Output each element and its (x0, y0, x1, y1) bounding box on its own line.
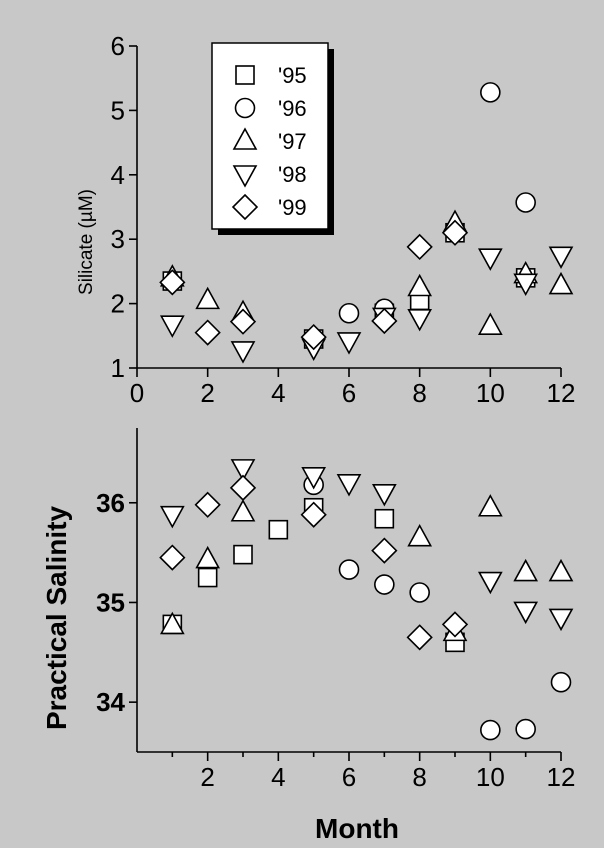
y-tick-label: 3 (111, 224, 125, 254)
x-tick-label: 4 (271, 378, 285, 408)
salinity-panel: 34 35 36 2 4 6 8 10 12 Practical Salinity Month (41, 428, 575, 844)
data-point-triangle-up (477, 312, 503, 335)
data-point-triangle-up (407, 524, 433, 547)
data-point-diamond (194, 319, 221, 346)
data-point-triangle-down (513, 273, 539, 297)
data-point-circle (374, 574, 395, 595)
y-tick-label: 1 (111, 353, 125, 383)
data-point-diamond (159, 544, 186, 571)
data-point-circle (515, 718, 536, 740)
data-point-diamond (300, 501, 327, 528)
data-point-circle (480, 719, 501, 741)
data-point-diamond (371, 307, 398, 335)
data-point-triangle-down (301, 467, 327, 490)
data-point-triangle-down (477, 571, 503, 595)
x-tick-label: 0 (130, 378, 144, 408)
y-tick-label: 34 (96, 687, 125, 717)
y-axis-label: Practical Salinity (41, 506, 72, 731)
x-tick-label: 4 (271, 762, 285, 792)
data-point-diamond (229, 474, 257, 501)
data-point-triangle-down (230, 341, 256, 364)
legend-marker-triangle-up (232, 127, 258, 150)
data-point-triangle-down (407, 308, 433, 332)
y-tick-label: 6 (111, 31, 125, 61)
legend-entry-label: '96 (278, 96, 307, 121)
data-point-triangle-down (371, 483, 397, 507)
data-point-triangle-down (230, 459, 256, 482)
data-point-square (268, 519, 289, 540)
x-tick-label: 6 (342, 762, 356, 792)
legend-marker-square (235, 65, 255, 85)
data-point-circle (515, 192, 536, 213)
legend-marker-diamond (231, 193, 259, 221)
data-point-diamond (159, 269, 186, 296)
data-point-square (197, 567, 218, 588)
data-point-diamond (441, 219, 469, 246)
data-point-circle (550, 671, 572, 693)
x-tick-label: 8 (412, 378, 426, 408)
data-point-triangle-down (513, 601, 539, 625)
data-point-diamond (406, 624, 433, 651)
data-point-triangle-up (230, 499, 256, 522)
data-point-triangle-up (195, 545, 221, 569)
data-point-triangle-down (548, 246, 574, 269)
data-point-triangle-down (477, 248, 503, 271)
legend-entry-label: '97 (278, 129, 307, 154)
data-point-diamond (371, 537, 398, 564)
data-point-circle (338, 302, 360, 324)
data-point-triangle-up (159, 611, 185, 635)
data-point-circle (409, 582, 430, 603)
data-point-diamond (229, 308, 257, 335)
legend-box (211, 42, 329, 230)
x-tick-label: 10 (476, 762, 505, 792)
data-point-triangle-down (159, 315, 185, 338)
x-tick-label: 10 (476, 378, 505, 408)
data-point-triangle-up (407, 273, 433, 297)
data-point-triangle-up (548, 271, 574, 295)
data-point-triangle-down (548, 608, 574, 632)
x-tick-label: 2 (200, 762, 214, 792)
x-tick-label: 8 (412, 762, 426, 792)
data-point-square (374, 508, 395, 529)
data-point-triangle-down (336, 474, 362, 497)
x-tick-label: 12 (547, 762, 576, 792)
data-point-triangle-down (336, 332, 362, 355)
y-tick-label: 5 (111, 95, 125, 125)
x-tick-label: 2 (200, 378, 214, 408)
data-point-square (233, 544, 253, 565)
y-tick-label: 4 (111, 160, 125, 190)
data-point-triangle-up (548, 558, 574, 582)
legend-entry-label: '99 (278, 195, 307, 220)
legend-entry-label: '95 (278, 63, 307, 88)
data-point-diamond (194, 491, 221, 518)
legend-marker-triangle-down (232, 165, 258, 188)
data-point-diamond (300, 323, 327, 351)
legend-marker-circle (234, 97, 256, 119)
y-axis-label: Silicate (µM) (76, 189, 97, 295)
legend: '95 '96 '97 '98 '99 (211, 42, 334, 235)
y-tick-label: 2 (111, 289, 125, 319)
y-tick-label: 35 (96, 587, 125, 617)
data-point-triangle-up (195, 286, 221, 310)
data-point-diamond (441, 611, 469, 638)
x-tick-label: 12 (547, 378, 576, 408)
data-point-circle (480, 82, 501, 103)
x-tick-label: 6 (342, 378, 356, 408)
x-axis-label: Month (315, 813, 399, 844)
data-point-triangle-up (477, 494, 503, 517)
legend-entry-label: '98 (278, 162, 307, 187)
data-point-triangle-up (513, 558, 539, 582)
data-point-triangle-down (159, 505, 185, 529)
data-point-circle (338, 559, 360, 580)
data-point-diamond (406, 233, 433, 261)
y-tick-label: 36 (96, 488, 125, 518)
